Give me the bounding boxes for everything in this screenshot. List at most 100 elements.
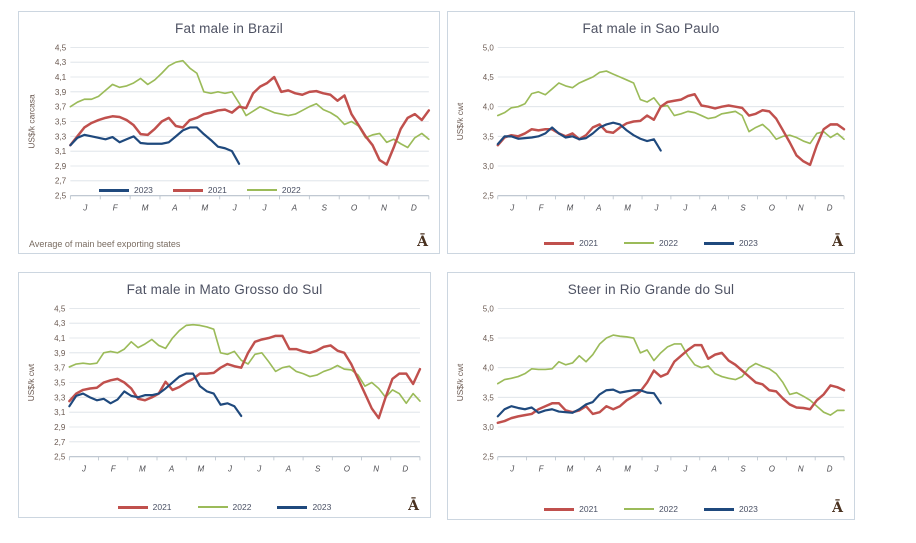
svg-text:A: A [171,202,178,212]
legend-item: 2022 [246,185,301,195]
legend-label: 2023 [738,504,758,514]
svg-text:4,5: 4,5 [55,42,67,52]
svg-text:S: S [740,464,746,473]
legend-item: 2021 [117,502,172,512]
legend-item: 2023 [703,238,758,248]
chart-footnote: Average of main beef exporting states [29,239,181,249]
svg-text:A: A [291,202,298,212]
chart-title: Fat male in Mato Grosso do Sul [126,282,323,297]
svg-text:D: D [827,464,833,473]
price-line-chart-canvas: 2,5 2,7 2,9 3,1 3,3 3,5 3,7 3,9 4,1 4,3 4,5 US$/k c… [26,42,431,212]
svg-text:O: O [344,464,351,473]
svg-text:US$/k cwt: US$/k cwt [456,102,465,140]
legend-line-swatch [117,505,148,509]
svg-text:F: F [539,203,545,212]
svg-text:O: O [351,202,358,212]
svg-text:3,5: 3,5 [483,132,495,141]
svg-text:4,5: 4,5 [54,304,66,313]
legend-item: 2023 [99,185,153,195]
svg-text:A: A [711,464,717,473]
chart-title: Fat male in Brazil [175,21,283,36]
chart-panel-mato-grosso: Fat male in Mato Grosso do Sul 2,5 2,7 2,9… [18,272,431,518]
svg-text:J: J [232,202,238,212]
svg-text:3,1: 3,1 [55,146,67,156]
chart-legend: 2023 2021 2022 [99,185,301,195]
svg-text:A: A [168,464,175,473]
svg-text:M: M [142,202,149,212]
legend-item: 2021 [544,504,598,514]
svg-text:4,5: 4,5 [483,73,495,82]
svg-text:US$/k cwt: US$/k cwt [456,363,465,401]
legend-label: 2021 [207,185,227,195]
legend-item: 2022 [624,504,678,514]
svg-text:4,0: 4,0 [483,363,495,372]
svg-text:F: F [111,464,117,473]
chart-panel-sao-paulo: Fat male in Sao Paulo 2,5 3,0 3,5 4,0 4,5 5,0… [447,11,855,254]
legend-label: 2021 [579,238,599,248]
legend-line-swatch [703,507,734,511]
svg-text:4,5: 4,5 [483,334,495,343]
svg-text:3,5: 3,5 [55,116,67,126]
chart-panel-rio-grande: Steer in Rio Grande do Sul 2,5 3,0 3,5 4,0 4… [447,272,855,520]
legend-label: 2023 [738,238,758,248]
svg-text:F: F [539,464,545,473]
svg-text:N: N [798,464,804,473]
legend-line-swatch [624,508,655,510]
svg-text:J: J [509,464,515,473]
legend-item: 2021 [172,185,227,195]
legend-label: 2022 [281,185,301,195]
legend-line-swatch [544,507,575,511]
svg-text:2,5: 2,5 [483,452,495,461]
svg-text:A: A [595,464,601,473]
chart-title: Steer in Rio Grande do Sul [567,282,735,297]
legend-line-swatch [703,241,734,245]
svg-text:A: A [711,203,717,212]
svg-text:D: D [411,202,417,212]
svg-text:M: M [624,203,631,212]
legend-label: 2021 [152,502,172,512]
legend-item: 2023 [703,504,758,514]
svg-text:S: S [740,203,746,212]
svg-text:4,3: 4,3 [54,319,66,328]
svg-text:2,5: 2,5 [483,191,495,200]
svg-text:J: J [256,464,262,473]
legend-line-swatch [246,189,277,191]
legend-label: 2023 [312,502,332,512]
svg-text:3,0: 3,0 [483,162,495,171]
svg-text:4,1: 4,1 [54,334,66,343]
price-line-chart-canvas: 2,5 2,7 2,9 3,1 3,3 3,5 3,7 3,9 4,1 4,3 4,5 US$/k c… [27,304,422,473]
brand-logo-A-macron: Ā [832,500,843,516]
svg-text:4,1: 4,1 [55,72,67,82]
svg-text:J: J [682,203,688,212]
brand-logo-A-macron: Ā [832,234,843,250]
chart-legend: 2021 2022 2023 [448,238,854,248]
svg-text:M: M [139,464,146,473]
legend-item: 2023 [277,502,331,512]
price-line-chart-canvas: 2,5 3,0 3,5 4,0 4,5 5,0 US$/k cwt J F M A M J J A S O N D [456,304,846,473]
legend-line-swatch [624,242,655,244]
svg-text:M: M [567,464,574,473]
legend-line-swatch [544,241,575,245]
svg-text:D: D [402,464,408,473]
svg-text:2,7: 2,7 [54,438,66,447]
svg-text:2,9: 2,9 [54,423,66,432]
brand-logo-A-macron: Ā [417,234,428,250]
legend-label: 2022 [659,504,678,514]
svg-text:M: M [624,464,631,473]
svg-text:3,7: 3,7 [55,102,67,112]
svg-text:M: M [197,464,204,473]
svg-text:J: J [227,464,233,473]
svg-text:3,1: 3,1 [54,408,66,417]
legend-label: 2022 [659,238,678,248]
svg-text:J: J [682,464,688,473]
svg-text:J: J [82,202,88,212]
svg-text:5,0: 5,0 [483,304,495,313]
svg-text:2,7: 2,7 [55,176,67,186]
svg-text:J: J [654,203,660,212]
svg-text:J: J [509,203,515,212]
legend-label: 2023 [134,185,153,195]
svg-text:D: D [827,203,833,212]
svg-text:M: M [201,202,208,212]
svg-text:US$/k cwt: US$/k cwt [27,363,36,401]
